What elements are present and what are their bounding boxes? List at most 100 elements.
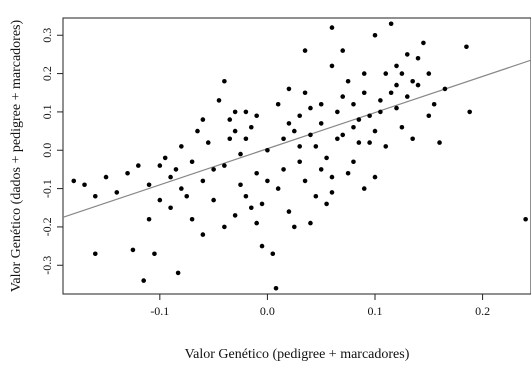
regression-line [62, 59, 531, 218]
data-point [356, 140, 362, 145]
data-point [179, 144, 184, 149]
data-point [329, 63, 335, 69]
data-point [329, 174, 335, 180]
data-point [410, 136, 415, 142]
data-point [302, 178, 308, 184]
data-point [318, 167, 324, 172]
x-tick-label: 0.0 [260, 304, 275, 318]
data-point [103, 174, 109, 180]
data-point [421, 40, 426, 46]
data-point [372, 128, 378, 134]
data-point [378, 109, 383, 115]
data-point [394, 63, 399, 69]
data-point [222, 163, 227, 168]
data-point [394, 105, 399, 111]
data-point [383, 71, 389, 76]
y-tick-label: 0.0 [40, 143, 54, 158]
data-point [71, 178, 77, 184]
data-point [297, 144, 302, 149]
x-tick-label: -0.1 [150, 304, 169, 318]
data-point [92, 251, 98, 257]
data-point [243, 109, 249, 115]
data-point [141, 278, 146, 283]
data-point [146, 216, 152, 222]
data-point [265, 178, 270, 184]
plot-frame [62, 17, 531, 295]
data-point [340, 48, 346, 53]
data-point [324, 155, 329, 161]
data-point [238, 182, 243, 188]
data-point [273, 285, 279, 291]
data-point [523, 216, 528, 222]
data-point [254, 170, 259, 176]
data-point [168, 205, 173, 211]
data-point [232, 109, 238, 115]
data-point [292, 128, 297, 134]
data-point [324, 201, 329, 207]
data-point [184, 193, 190, 199]
data-point [361, 90, 367, 96]
data-point [114, 190, 120, 195]
data-point [211, 167, 216, 172]
data-point [351, 159, 356, 165]
data-point [211, 197, 216, 203]
data-point [431, 101, 437, 107]
data-point [308, 220, 313, 226]
data-point [136, 163, 141, 168]
y-tick-label: 0.3 [40, 28, 54, 43]
data-point [464, 44, 469, 50]
data-point [275, 101, 281, 107]
data-point [302, 48, 308, 53]
data-point [426, 113, 432, 119]
data-point [152, 251, 157, 257]
data-point [340, 94, 346, 99]
data-point [265, 147, 270, 153]
data-point [345, 170, 351, 176]
data-point [437, 140, 442, 145]
data-point [175, 270, 181, 276]
data-point [442, 86, 448, 92]
data-point [329, 190, 335, 195]
data-point [286, 121, 292, 126]
data-point [254, 220, 259, 226]
data-point [146, 182, 152, 188]
data-point [318, 121, 324, 126]
data-point [372, 32, 378, 38]
data-point [173, 167, 179, 172]
data-point [297, 113, 302, 119]
y-tick-label: -0.1 [40, 179, 54, 198]
data-point [426, 71, 432, 76]
data-point [259, 201, 265, 207]
data-point [302, 90, 308, 96]
data-point [383, 144, 389, 149]
data-point [125, 170, 130, 176]
data-point [318, 101, 324, 107]
data-point [238, 151, 243, 157]
data-point [259, 243, 265, 249]
data-point [205, 140, 211, 145]
data-point [399, 71, 405, 76]
data-point [200, 178, 206, 184]
data-point [189, 159, 195, 165]
data-point [200, 117, 206, 122]
data-point [286, 86, 292, 92]
data-point [361, 71, 367, 76]
data-point [415, 82, 421, 88]
data-point [399, 124, 405, 130]
data-point [415, 55, 421, 61]
data-point [200, 232, 206, 237]
data-point [281, 136, 286, 142]
y-tick-label: 0.1 [40, 104, 54, 119]
data-point [388, 21, 394, 27]
data-point [378, 98, 383, 103]
data-point [404, 94, 410, 99]
data-point [248, 205, 254, 211]
data-point [372, 174, 378, 180]
x-tick-label: 0.1 [368, 304, 383, 318]
data-point [195, 128, 200, 134]
data-point [227, 117, 233, 122]
data-point [254, 113, 259, 119]
data-point [216, 98, 222, 103]
data-point [270, 251, 276, 257]
